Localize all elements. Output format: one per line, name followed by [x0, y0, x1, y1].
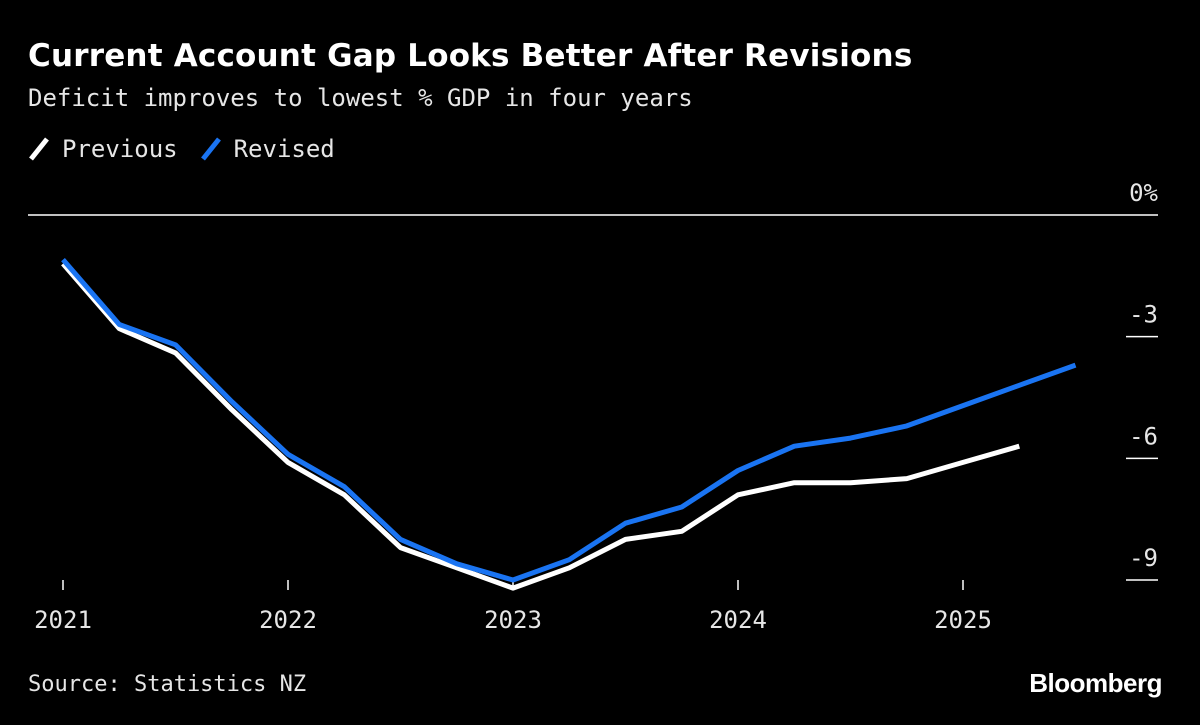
legend-item-previous: Previous	[28, 135, 178, 163]
legend-item-revised: Revised	[200, 135, 335, 163]
source-note: Source: Statistics NZ	[28, 672, 307, 697]
x-tick-label: 2022	[259, 606, 317, 634]
y-tick-label: -9	[1129, 544, 1158, 572]
series-line-previous	[61, 262, 1020, 591]
legend-label-previous: Previous	[62, 135, 178, 163]
x-tick-label: 2023	[484, 606, 542, 634]
x-tick-label: 2021	[34, 606, 92, 634]
legend-swatch-revised	[200, 137, 221, 161]
x-tick-label: 2024	[709, 606, 767, 634]
x-tick-label: 2025	[934, 606, 992, 634]
y-tick-label: -3	[1129, 301, 1158, 329]
y-tick-label: -6	[1129, 422, 1158, 450]
chart-title: Current Account Gap Looks Better After R…	[28, 38, 913, 74]
chart-legend: Previous Revised	[28, 135, 357, 163]
legend-label-revised: Revised	[233, 135, 335, 163]
y-tick-label: 0%	[1129, 179, 1158, 207]
chart-subtitle: Deficit improves to lowest % GDP in four…	[28, 84, 693, 112]
bloomberg-logo: Bloomberg	[1029, 668, 1162, 698]
series-line-revised	[61, 257, 1077, 583]
legend-swatch-previous	[29, 137, 49, 161]
